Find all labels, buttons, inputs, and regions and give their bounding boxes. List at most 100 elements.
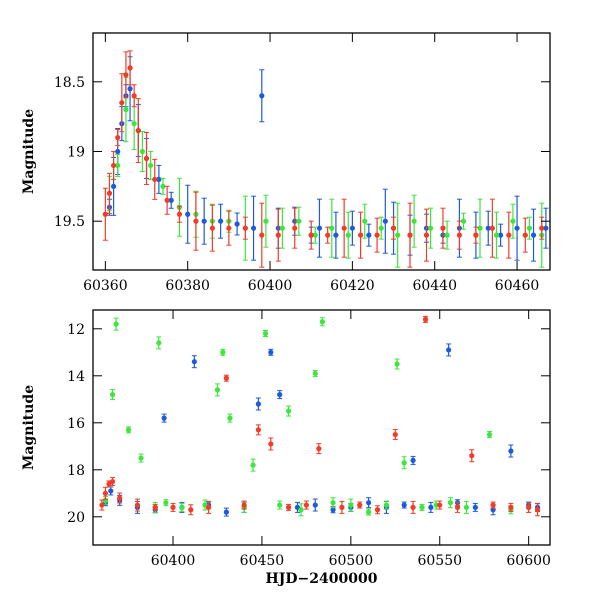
data-point: [303, 502, 309, 508]
data-point: [127, 86, 133, 92]
data-point: [205, 504, 212, 510]
data-point: [339, 504, 345, 510]
data-point: [506, 232, 512, 238]
x-tick-label: 60420: [330, 278, 375, 294]
data-point: [127, 65, 133, 71]
data-point: [319, 319, 325, 325]
x-tick-label: 60380: [165, 278, 210, 294]
data-point: [117, 495, 123, 501]
data-point: [292, 225, 298, 231]
data-point: [394, 361, 400, 367]
x-tick-label: 60450: [240, 553, 285, 569]
data-point: [325, 232, 331, 238]
data-point: [106, 190, 113, 196]
data-point: [411, 218, 417, 224]
data-point: [241, 502, 247, 508]
data-point: [188, 507, 194, 513]
data-point: [312, 232, 318, 238]
data-point: [366, 509, 372, 515]
data-point: [489, 225, 495, 231]
series-1: [102, 317, 532, 517]
data-point: [407, 232, 413, 238]
data-point: [497, 232, 504, 238]
data-point: [250, 225, 257, 231]
data-point: [135, 127, 141, 134]
data-point: [437, 502, 443, 508]
data-point: [312, 370, 318, 377]
data-point: [220, 349, 226, 355]
data-point: [110, 183, 117, 189]
y-tick-label: 19.5: [54, 214, 85, 230]
y-axis-label: Magnitude: [21, 109, 37, 194]
data-point: [374, 232, 380, 238]
data-point: [522, 232, 528, 238]
data-point: [250, 462, 256, 468]
data-point: [131, 121, 137, 127]
data-point: [366, 232, 372, 238]
data-point: [226, 225, 232, 231]
series-2: [99, 315, 541, 517]
data-point: [383, 502, 390, 508]
data-point: [530, 232, 537, 238]
data-point: [444, 232, 450, 238]
x-axis-label: HJD−2400000: [266, 571, 378, 587]
data-point: [472, 504, 478, 510]
data-point: [348, 502, 354, 508]
series-1: [106, 77, 545, 268]
plot-frame: [92, 32, 551, 271]
data-point: [139, 148, 146, 155]
top-panel: 60360 60380 60400 60420 60440 60460 18.5 19 19.5…: [21, 32, 551, 294]
data-point: [349, 225, 355, 231]
data-point: [268, 441, 274, 447]
data-point: [262, 330, 269, 337]
data-point: [477, 225, 483, 231]
data-point: [277, 392, 283, 398]
data-point: [214, 387, 221, 393]
y-tick-label: 19: [67, 145, 85, 161]
y-tick-label: 16: [67, 416, 85, 432]
x-tick-label: 60460: [495, 278, 540, 294]
data-point: [259, 93, 265, 99]
data-point: [410, 457, 416, 463]
data-point: [131, 93, 137, 99]
plot-frame: [92, 309, 551, 546]
data-point: [410, 504, 416, 510]
data-points: [99, 315, 541, 517]
data-point: [168, 197, 174, 203]
data-point: [227, 415, 233, 421]
x-tick-label: 60360: [83, 278, 128, 294]
data-point: [463, 504, 470, 510]
data-point: [329, 225, 335, 231]
data-point: [108, 488, 114, 494]
data-point: [510, 218, 516, 224]
x-tick-label: 60400: [248, 278, 293, 294]
data-point: [401, 460, 407, 466]
data-point: [179, 504, 185, 510]
data-point: [423, 232, 430, 238]
data-point: [123, 72, 129, 78]
series-0: [102, 343, 541, 517]
data-point: [242, 225, 248, 231]
data-point: [143, 155, 150, 162]
data-point: [255, 401, 261, 407]
data-point: [341, 225, 347, 231]
data-point: [298, 507, 304, 513]
y-tick-label: 18: [67, 463, 85, 479]
data-point: [119, 100, 125, 106]
data-point: [152, 504, 158, 510]
x-tick-label: 60440: [412, 278, 457, 294]
data-point: [534, 507, 541, 513]
x-tick-label: 60400: [151, 553, 196, 569]
data-point: [486, 431, 493, 438]
data-point: [316, 446, 322, 452]
data-point: [138, 455, 144, 461]
data-point: [508, 504, 514, 510]
data-point: [115, 134, 121, 141]
data-point: [433, 502, 439, 508]
data-point: [446, 347, 452, 353]
data-point: [508, 448, 514, 454]
data-point: [234, 221, 240, 227]
data-point: [102, 211, 108, 217]
data-point: [148, 162, 154, 169]
